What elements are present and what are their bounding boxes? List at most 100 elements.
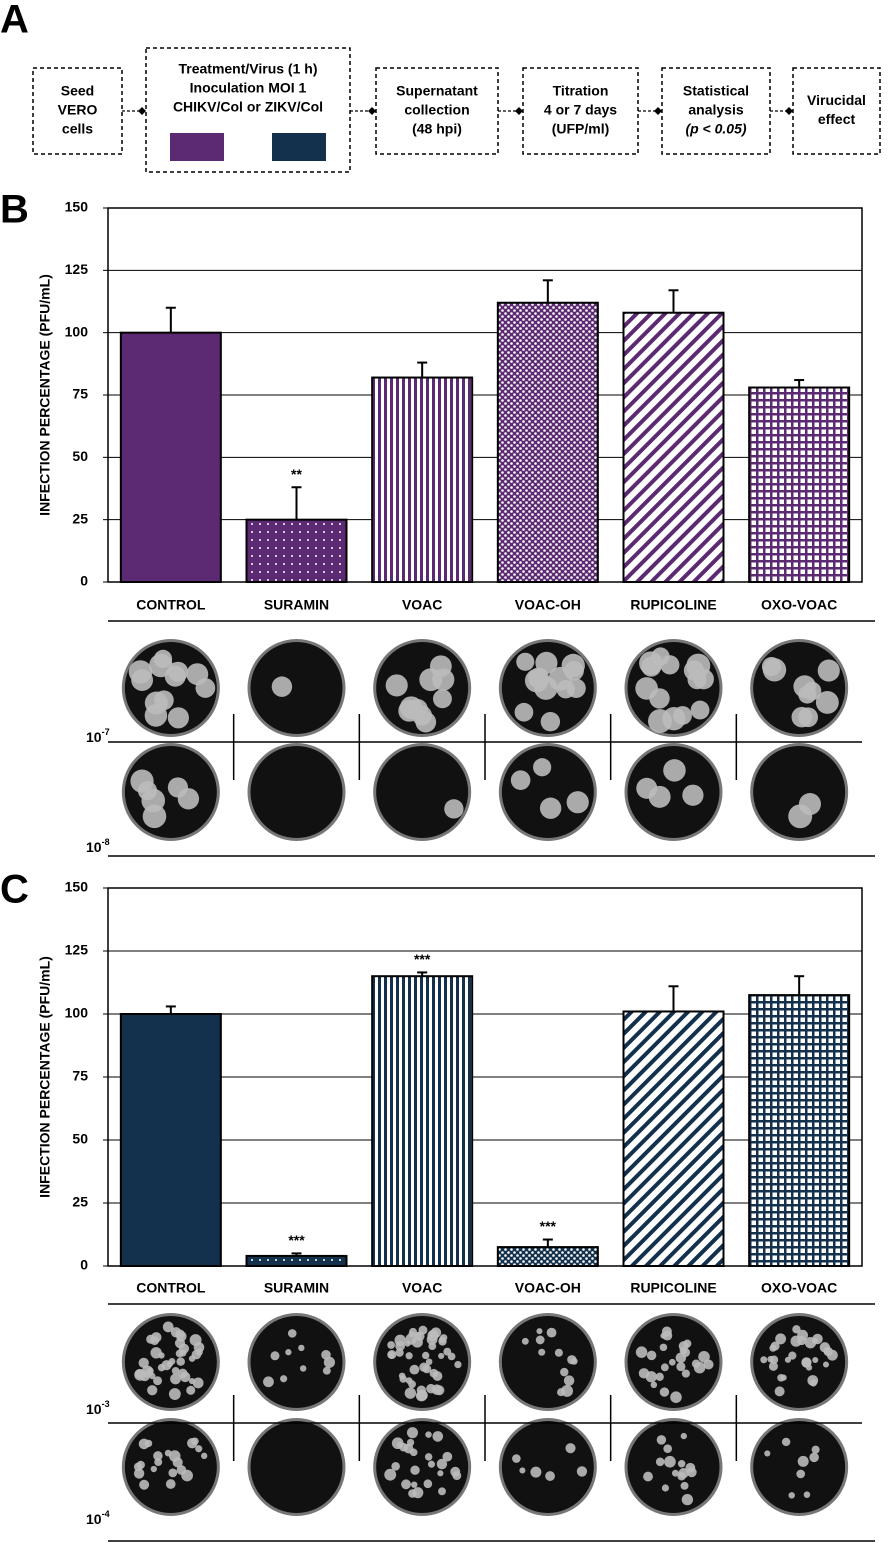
plaque: [815, 690, 839, 714]
workflow-text: Statistical: [683, 83, 749, 99]
bar: [371, 376, 474, 583]
plaque: [812, 1356, 819, 1364]
significance: **: [291, 466, 302, 482]
plaque: [167, 707, 189, 729]
plaque: [164, 665, 186, 687]
plaque: [409, 1448, 418, 1457]
panel-label: B: [0, 188, 29, 232]
y-tick-label: 125: [65, 942, 89, 958]
plaque: [406, 1427, 419, 1439]
plaque: [519, 1467, 526, 1474]
plaque: [154, 1458, 163, 1467]
plaque: [570, 1357, 578, 1365]
plaque: [566, 791, 589, 814]
plaque: [703, 1359, 714, 1370]
plaque: [660, 1363, 669, 1372]
workflow-box: [522, 67, 639, 155]
bar: [622, 311, 725, 583]
plaque: [192, 1377, 204, 1389]
plaque: [399, 696, 423, 720]
plaque: [655, 1372, 664, 1381]
y-tick-label: 150: [65, 199, 89, 215]
plaque: [671, 1469, 679, 1477]
plaque: [161, 1360, 172, 1371]
plaque: [680, 1481, 689, 1490]
plaque: [416, 1385, 427, 1395]
plaque: [635, 1346, 648, 1358]
y-tick-label: 25: [72, 1194, 88, 1210]
plaque: [401, 1479, 411, 1490]
plaque: [387, 1351, 395, 1359]
x-tick-label: OXO-VOAC: [761, 597, 837, 613]
plaque: [661, 1484, 670, 1492]
workflow-text: Titration: [553, 83, 609, 99]
plaque: [285, 1349, 292, 1356]
plaque: [536, 1328, 543, 1335]
plaque: [170, 1373, 181, 1385]
bar: [748, 386, 851, 583]
y-tick-label: 75: [72, 386, 88, 402]
plaque: [168, 1388, 181, 1401]
plaque: [410, 1481, 418, 1488]
plaque: [664, 1455, 676, 1468]
plaque: [774, 1386, 785, 1397]
plaque: [676, 1362, 686, 1372]
plaque: [298, 1344, 305, 1352]
connector-head: [138, 107, 146, 115]
plaque: [280, 1375, 288, 1383]
y-tick-label: 0: [80, 1257, 88, 1273]
bar: [245, 518, 348, 584]
plaque: [540, 712, 561, 732]
plaque: [804, 1336, 817, 1349]
plaque: [426, 1383, 436, 1394]
y-axis-label: INFECTION PERCENTAGE (PFU/mL): [37, 274, 53, 516]
plaque: [656, 1435, 667, 1445]
plot-frame: [107, 887, 863, 1267]
plaque: [408, 1331, 415, 1338]
plaque: [146, 1334, 156, 1344]
bar: [496, 301, 599, 583]
dilution-label: 10-4: [86, 1509, 110, 1526]
plaque: [137, 781, 158, 801]
plaque: [153, 1451, 163, 1461]
plaque: [663, 1444, 672, 1454]
plaque: [391, 1462, 400, 1471]
plaque: [189, 1334, 202, 1346]
bar: [496, 1246, 599, 1267]
plaque: [690, 700, 710, 720]
plaque: [438, 1352, 445, 1360]
plaque: [271, 676, 293, 697]
plaque: [425, 1358, 433, 1366]
plaque: [405, 1352, 413, 1360]
plate: [250, 1421, 343, 1513]
dilution-label: 10-8: [86, 837, 110, 854]
plaque: [150, 1465, 157, 1473]
plaque: [533, 758, 552, 777]
plaque: [438, 1487, 446, 1496]
plaque: [673, 706, 692, 725]
dilution-base: 10: [86, 839, 102, 855]
plaque: [538, 1348, 546, 1356]
plaque: [414, 1331, 425, 1342]
plaque: [675, 1352, 687, 1364]
plaque: [635, 677, 658, 700]
plaque: [429, 1368, 439, 1378]
plaque: [405, 1377, 413, 1384]
plaque: [432, 1431, 444, 1442]
workflow-text: cells: [62, 121, 93, 137]
plaque: [443, 1347, 452, 1356]
plate: [753, 1421, 846, 1513]
connector-head: [785, 107, 793, 115]
plaque: [398, 1372, 406, 1380]
plaque: [180, 1371, 191, 1383]
plaque: [419, 668, 443, 692]
plaque: [424, 1453, 433, 1461]
plaque: [809, 1452, 819, 1463]
plaque: [425, 1431, 432, 1438]
significance: ***: [288, 1232, 305, 1248]
bar: [622, 1010, 725, 1267]
plaque: [663, 759, 686, 782]
plaque: [410, 1465, 420, 1475]
y-tick-label: 150: [65, 879, 89, 895]
